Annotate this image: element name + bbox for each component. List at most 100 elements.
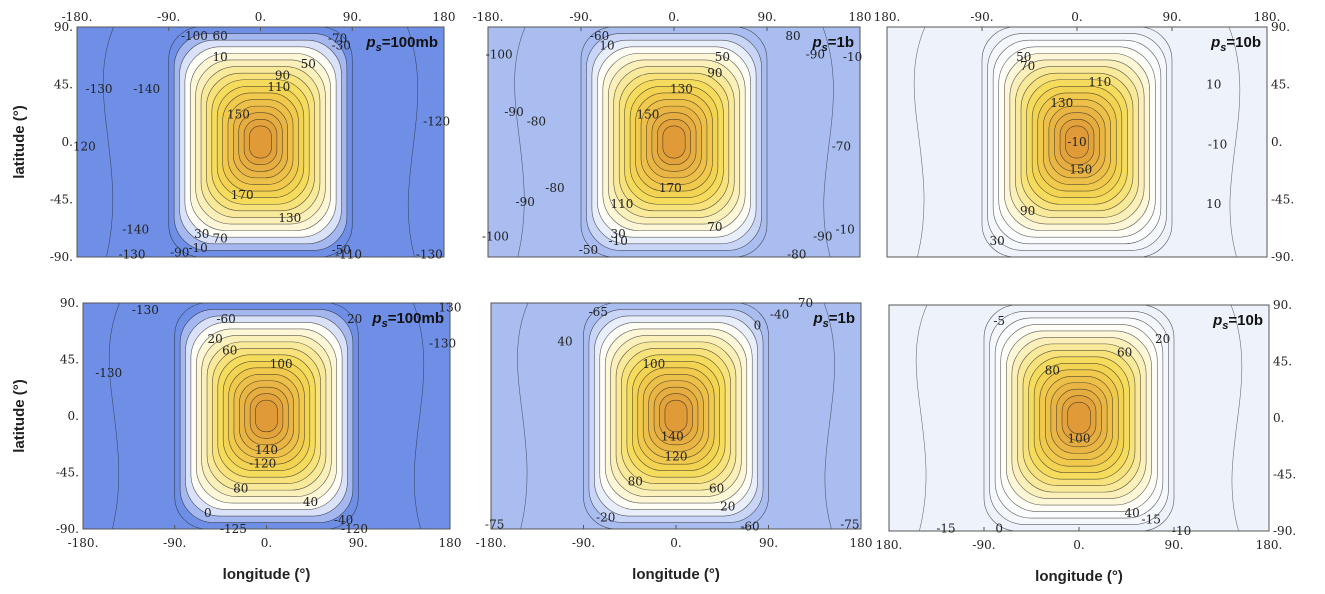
contour-line xyxy=(913,27,926,257)
contour-label: 10 xyxy=(1206,197,1221,211)
y-tick-label: 90. xyxy=(1273,298,1292,312)
panel-plot-area xyxy=(887,27,1267,257)
x-tick-label: 90. xyxy=(759,536,778,550)
y-tick-label: 90. xyxy=(60,296,79,310)
contour-label: -100 xyxy=(181,29,208,43)
contour-label: -20 xyxy=(596,511,615,525)
x-tick-label: 180. xyxy=(874,10,901,24)
panel-plot-area xyxy=(889,305,1269,531)
x-tick-label: 180. xyxy=(876,538,903,552)
panel-title: ps=1b xyxy=(812,310,855,330)
contour-line xyxy=(407,27,419,257)
contour-label: 50 xyxy=(715,50,730,64)
contour-label: 70 xyxy=(798,296,813,310)
contour-label: -15 xyxy=(936,522,955,536)
contour-label: -110 xyxy=(335,248,362,262)
contour-label: 10 xyxy=(212,50,227,64)
x-tick-label: 180 xyxy=(439,536,462,550)
x-tick-label: 0. xyxy=(261,536,272,550)
y-tick-label: 45. xyxy=(1273,355,1292,369)
contour-label: -90 xyxy=(170,245,189,259)
contour-label: -100 xyxy=(486,48,513,62)
contour-label: -120 xyxy=(341,522,368,536)
contour-label: -130 xyxy=(95,366,122,380)
contour-line xyxy=(108,303,120,529)
panel-plot-area xyxy=(491,303,861,529)
contour-label: -65 xyxy=(589,305,608,319)
contour-label: -10 xyxy=(1208,137,1227,151)
contour-label: 60 xyxy=(1117,345,1132,359)
contour-line xyxy=(1230,305,1243,531)
contour-label: 40 xyxy=(303,495,318,509)
y-tick-label: 45. xyxy=(1271,78,1290,92)
contour-label: 170 xyxy=(659,181,682,195)
panel-title: ps=100mb xyxy=(371,310,444,330)
contour-label: -30 xyxy=(332,38,351,52)
x-tick-label: 0. xyxy=(1071,10,1082,24)
contour-label: -60 xyxy=(216,312,235,326)
contour-label: 150 xyxy=(227,107,250,121)
contour-label: 170 xyxy=(231,188,254,202)
contour-line xyxy=(517,303,529,529)
contour-label: 70 xyxy=(707,220,722,234)
contour-label: 20 xyxy=(347,312,362,326)
contour-band xyxy=(662,125,686,159)
panel-title: ps=100mb xyxy=(365,34,438,54)
x-tick-label: 180 xyxy=(850,536,873,550)
contour-label: 110 xyxy=(610,197,633,211)
y-tick-label: 0. xyxy=(68,409,79,423)
contour-label: 100 xyxy=(270,357,293,371)
x-tick-label: -180. xyxy=(473,10,504,24)
x-tick-label: -90. xyxy=(972,538,995,552)
contour-label: 20 xyxy=(720,499,735,513)
x-tick-label: 90. xyxy=(1162,10,1181,24)
y-tick-label: -45. xyxy=(50,193,73,207)
contour-label: -140 xyxy=(122,222,149,236)
contour-label: 60 xyxy=(709,481,724,495)
contour-label: 40 xyxy=(1125,506,1140,520)
contour-label: 30 xyxy=(194,227,209,241)
contour-label: 120 xyxy=(73,140,96,154)
contour-label: -125 xyxy=(220,522,247,536)
x-tick-label: 180 xyxy=(849,10,872,24)
contour-label: -90 xyxy=(516,195,535,209)
contour-line xyxy=(822,27,834,257)
x-tick-label: 0. xyxy=(1073,538,1084,552)
x-tick-label: -180. xyxy=(68,536,99,550)
contour-label: -80 xyxy=(527,114,546,128)
contour-label: -140 xyxy=(133,82,160,96)
contour-label: 70 xyxy=(1020,59,1035,73)
contour-label: -10 xyxy=(609,234,628,248)
contour-label: 80 xyxy=(785,29,800,43)
x-tick-label: -90. xyxy=(970,10,993,24)
y-tick-label: 90. xyxy=(1271,20,1290,34)
x-tick-label: -90. xyxy=(569,10,592,24)
panel-title: ps=1b xyxy=(811,34,854,54)
x-tick-label: 90. xyxy=(343,10,362,24)
y-tick-label: -90. xyxy=(50,250,73,264)
contour-label: 120 xyxy=(665,450,688,464)
contour-label: 10 xyxy=(599,38,614,52)
contour-label: 110 xyxy=(267,80,290,94)
contour-label: -70 xyxy=(832,140,851,154)
contour-label: -10 xyxy=(835,222,854,236)
contour-label: -60 xyxy=(590,29,609,43)
contour-label: -90 xyxy=(813,229,832,243)
contour-label: -10 xyxy=(1067,135,1086,149)
y-tick-label: 45. xyxy=(54,78,73,92)
contour-label: 60 xyxy=(222,343,237,357)
contour-label: 60 xyxy=(212,29,227,43)
contour-label: -10 xyxy=(843,50,862,64)
x-tick-label: 90. xyxy=(757,10,776,24)
contour-label: 90 xyxy=(1020,204,1035,218)
x-tick-label: 180 xyxy=(433,10,456,24)
contour-label: -10 xyxy=(188,241,207,255)
x-tick-label: -90. xyxy=(157,10,180,24)
contour-label: 150 xyxy=(1069,163,1092,177)
contour-line xyxy=(102,27,114,257)
contour-label: -130 xyxy=(416,248,443,262)
